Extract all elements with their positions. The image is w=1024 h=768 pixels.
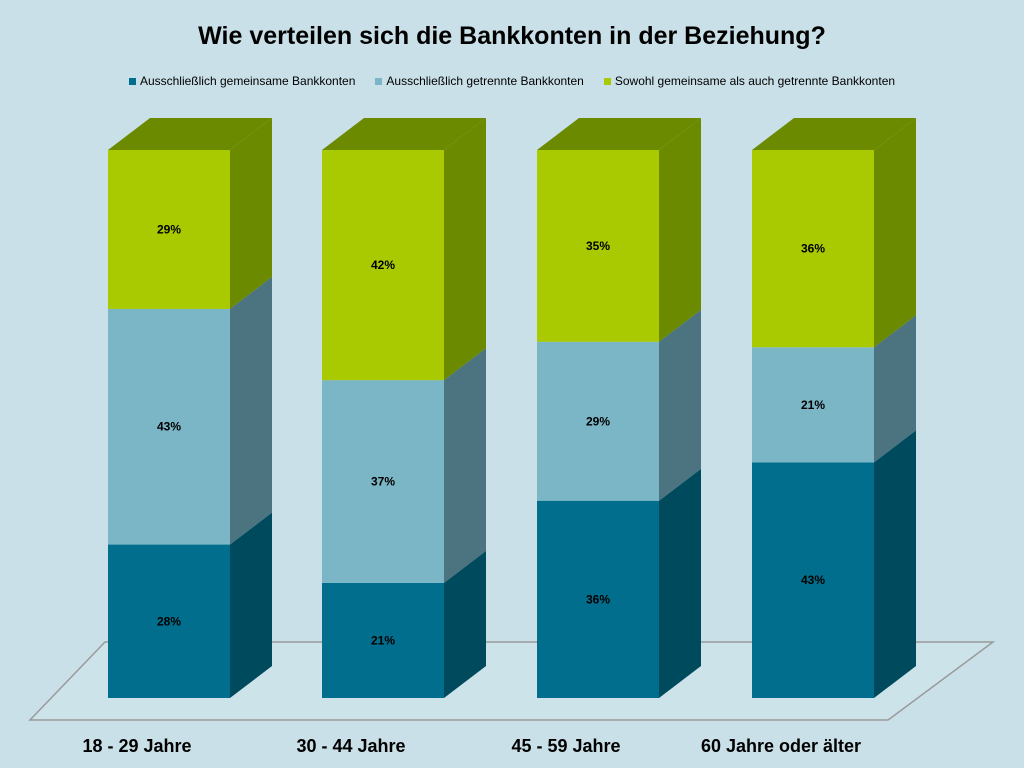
- bar-segment-1-1: [108, 544, 230, 698]
- bar-top-1: [108, 118, 272, 150]
- bar-segment-2-1: [322, 582, 444, 698]
- category-label-3: 45 - 59 Jahre: [511, 736, 620, 756]
- bar-top-3: [537, 118, 701, 150]
- bar-segment-4-2: [752, 347, 874, 463]
- bar-2: 21% 37% 42%: [322, 118, 486, 698]
- bar-segment-3-1: [537, 500, 659, 698]
- value-label-4-1: 43%: [801, 573, 825, 587]
- bar-side-3-1: [659, 468, 701, 698]
- value-label-3-2: 29%: [586, 414, 610, 428]
- category-label-2: 30 - 44 Jahre: [296, 736, 405, 756]
- bar-segment-1-2: [108, 308, 230, 545]
- legend-label-getrennt: Ausschließlich getrennte Bankkonten: [386, 74, 584, 88]
- value-label-1-3: 29%: [157, 222, 181, 236]
- legend-swatch-getrennt: [375, 77, 383, 85]
- legend-item-beides: Sowohl gemeinsame als auch getrennte Ban…: [603, 74, 896, 88]
- bar-1: 28% 43% 29%: [108, 118, 272, 698]
- value-label-3-1: 36%: [586, 592, 610, 606]
- category-label-1: 18 - 29 Jahre: [82, 736, 191, 756]
- legend-item-getrennt: Ausschließlich getrennte Bankkonten: [375, 74, 584, 88]
- bar-side-1-1: [230, 512, 272, 698]
- bar-4: 43% 21% 36%: [752, 118, 916, 698]
- bar-side-3-3: [659, 118, 701, 342]
- chart-title: Wie verteilen sich die Bankkonten in der…: [198, 22, 826, 50]
- value-label-3-3: 35%: [586, 239, 610, 253]
- bar-segment-2-2: [322, 380, 444, 583]
- legend: Ausschließlich gemeinsame Bankkonten Aus…: [0, 74, 1024, 88]
- bar-side-2-3: [444, 118, 486, 381]
- bar-segment-1-3: [108, 150, 230, 309]
- bar-side-4-1: [874, 430, 916, 698]
- value-label-4-2: 21%: [801, 398, 825, 412]
- legend-swatch-gemeinsam: [128, 77, 136, 85]
- value-label-1-2: 43%: [157, 420, 181, 434]
- bar-segment-4-3: [752, 150, 874, 348]
- bar-segment-2-3: [322, 150, 444, 381]
- legend-label-beides: Sowohl gemeinsame als auch getrennte Ban…: [614, 74, 896, 88]
- bar-side-4-2: [874, 315, 916, 463]
- bar-top-4: [752, 118, 916, 150]
- bar-side-1-3: [230, 118, 272, 309]
- category-label-4: 60 Jahre oder älter: [701, 736, 861, 756]
- bar-top-2: [322, 118, 486, 150]
- legend-label-gemeinsam: Ausschließlich gemeinsame Bankkonten: [139, 74, 356, 88]
- bar-segment-3-3: [537, 150, 659, 342]
- bar-side-3-2: [659, 309, 701, 501]
- value-label-1-1: 28%: [157, 614, 181, 628]
- bar-side-2-2: [444, 348, 486, 583]
- bar-side-4-3: [874, 118, 916, 348]
- bar-3: 36% 29% 35%: [537, 118, 701, 698]
- legend-swatch-beides: [603, 77, 611, 85]
- bar-side-1-2: [230, 276, 272, 545]
- value-label-2-2: 37%: [371, 475, 395, 489]
- value-label-4-3: 36%: [801, 242, 825, 256]
- bar-side-2-1: [444, 550, 486, 698]
- bar-segment-4-1: [752, 462, 874, 698]
- value-label-2-3: 42%: [371, 258, 395, 272]
- legend-item-gemeinsam: Ausschließlich gemeinsame Bankkonten: [128, 74, 356, 88]
- bar-segment-3-2: [537, 341, 659, 501]
- value-label-2-1: 21%: [371, 633, 395, 647]
